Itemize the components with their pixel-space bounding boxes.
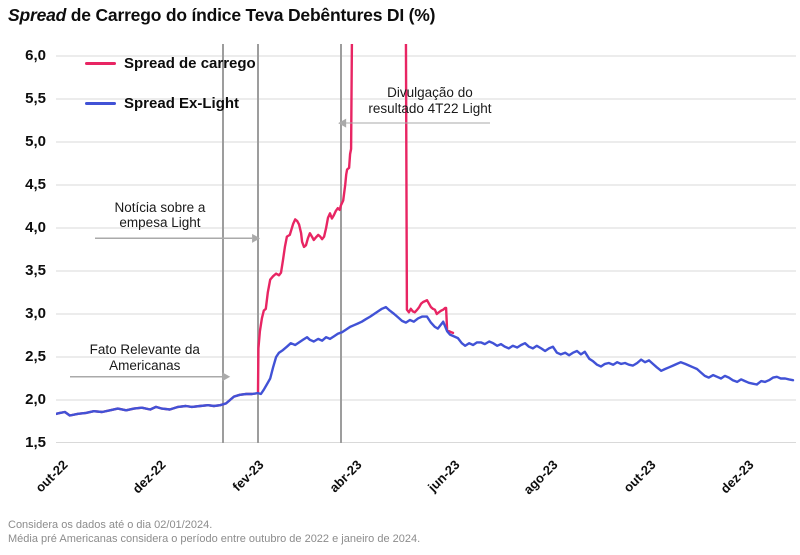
series-line-spread-ex-light: [56, 305, 795, 417]
x-tick-label: abr-23: [326, 457, 365, 496]
y-tick-label: 4,0: [25, 219, 46, 236]
annotation-text-1: Fato Relevante da Americanas: [0, 342, 295, 373]
y-tick-label: 5,5: [25, 90, 46, 107]
annotation-arrow-head-3: [338, 118, 347, 128]
x-tick-label: out-22: [32, 457, 71, 496]
y-tick-label: 2,0: [25, 391, 46, 408]
chart-title: Spread de Carrego do índice Teva Debêntu…: [8, 5, 435, 26]
annotation-text-line: Divulgação do: [387, 85, 473, 101]
x-tick-label: ago-23: [520, 457, 561, 498]
legend-item-carrego: Spread de carrego: [85, 52, 256, 74]
x-tick-label: jun-23: [424, 457, 463, 495]
footnote: Considera os dados até o dia 02/01/2024.…: [8, 518, 420, 546]
footnote-line-1: Considera os dados até o dia 02/01/2024.: [8, 519, 213, 531]
chart-title-rest: de Carrego do índice Teva Debêntures DI …: [66, 5, 436, 25]
y-tick-label: 1,5: [25, 434, 46, 451]
plot-area: [56, 44, 796, 444]
annotation-text-2: Notícia sobre a empesa Light: [10, 200, 310, 231]
legend-swatch-ex-light: [85, 101, 116, 105]
x-tick-label: out-23: [620, 457, 659, 496]
annotation-text-line: Americanas: [109, 357, 181, 373]
annotation-text-line: Fato Relevante da: [89, 342, 200, 358]
y-tick-label: 6,0: [25, 47, 46, 64]
chart-title-italic: Spread: [8, 5, 67, 25]
legend-swatch-carrego: [85, 61, 116, 65]
y-tick-label: 3,0: [25, 305, 46, 322]
x-tick-label: fev-23: [229, 457, 267, 495]
x-tick-label: dez-22: [129, 457, 169, 497]
annotation-text-line: resultado 4T22 Light: [368, 100, 492, 116]
annotation-arrow-head-2: [252, 233, 261, 243]
annotation-text-line: Notícia sobre a: [114, 199, 206, 215]
annotation-text-line: empesa Light: [119, 215, 201, 231]
legend: Spread de carrego Spread Ex-Light: [85, 52, 256, 132]
y-tick-label: 3,5: [25, 262, 46, 279]
y-tick-label: 4,5: [25, 176, 46, 193]
legend-label-ex-light: Spread Ex-Light: [124, 94, 240, 112]
chart-canvas: [56, 44, 796, 443]
y-tick-label: 5,0: [25, 133, 46, 150]
x-tick-label: dez-23: [717, 457, 757, 497]
annotation-text-3: Divulgação do resultado 4T22 Light: [280, 85, 580, 116]
y-tick-label: 2,5: [25, 348, 46, 365]
legend-item-ex-light: Spread Ex-Light: [85, 92, 256, 114]
annotation-arrow-head-1: [222, 372, 231, 382]
legend-label-carrego: Spread de carrego: [124, 54, 256, 72]
footnote-line-2: Média pré Americanas considera o período…: [8, 533, 421, 545]
